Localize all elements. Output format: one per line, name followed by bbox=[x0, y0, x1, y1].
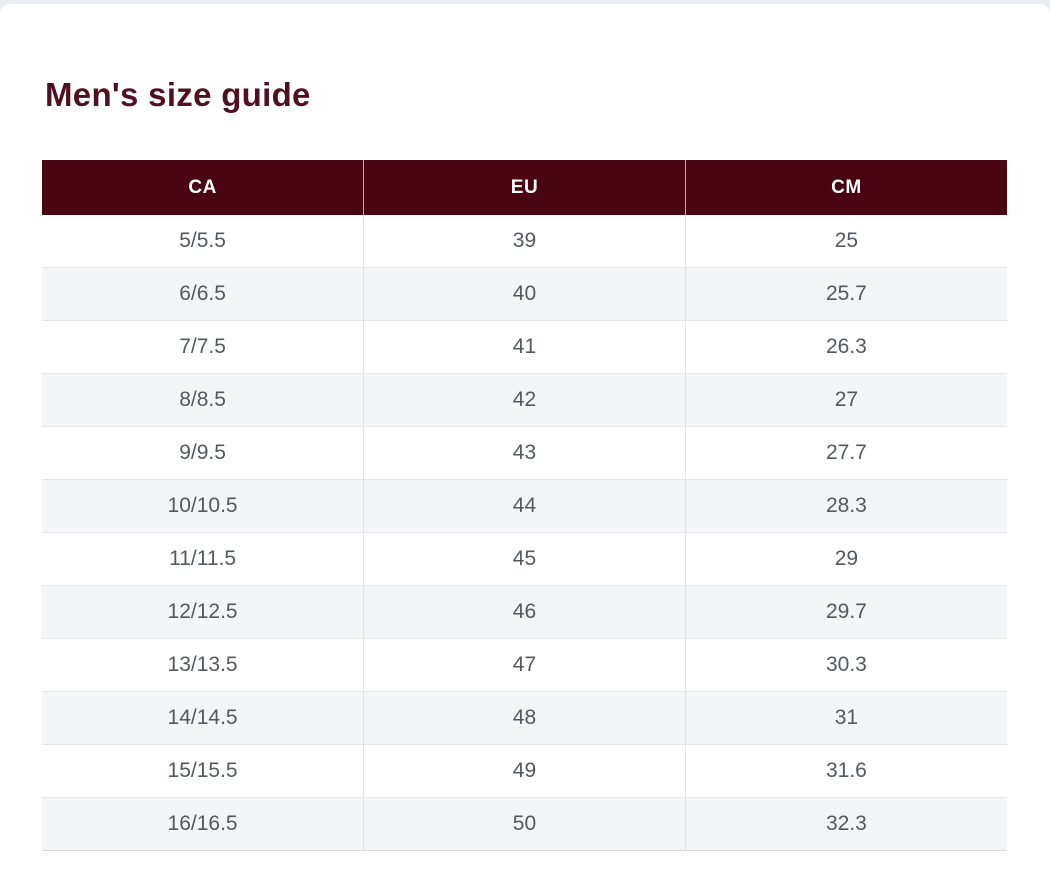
table-row: 10/10.5 44 28.3 bbox=[42, 479, 1007, 533]
table-cell: 27 bbox=[684, 373, 1007, 427]
column-header: CA bbox=[42, 160, 364, 215]
table-cell: 29 bbox=[684, 532, 1007, 586]
table-row: 5/5.5 39 25 bbox=[42, 215, 1007, 268]
table-cell: 31.6 bbox=[684, 744, 1007, 798]
size-guide-table: CA EU CM 5/5.5 39 25 6/6.5 40 25.7 7/7.5 41 26.3 8/… bbox=[42, 160, 1007, 851]
table-row: 11/11.5 45 29 bbox=[42, 532, 1007, 586]
table-cell: 44 bbox=[363, 479, 686, 533]
table-row: 14/14.5 48 31 bbox=[42, 691, 1007, 745]
size-guide-card: Men's size guide CA EU CM 5/5.5 39 25 6/6.5 40… bbox=[0, 4, 1050, 893]
table-cell: 5/5.5 bbox=[42, 215, 364, 268]
table-cell: 39 bbox=[363, 215, 686, 268]
column-header: EU bbox=[363, 160, 686, 215]
table-cell: 25 bbox=[684, 215, 1007, 268]
table-cell: 32.3 bbox=[684, 797, 1007, 851]
table-cell: 15/15.5 bbox=[42, 744, 364, 798]
table-cell: 12/12.5 bbox=[42, 585, 364, 639]
table-cell: 50 bbox=[363, 797, 686, 851]
table-cell: 41 bbox=[363, 320, 686, 374]
table-cell: 46 bbox=[363, 585, 686, 639]
table-cell: 10/10.5 bbox=[42, 479, 364, 533]
page-title: Men's size guide bbox=[45, 76, 311, 113]
table-cell: 40 bbox=[363, 267, 686, 321]
table-cell: 14/14.5 bbox=[42, 691, 364, 745]
table-row: 16/16.5 50 32.3 bbox=[42, 797, 1007, 851]
table-cell: 11/11.5 bbox=[42, 532, 364, 586]
table-row: 15/15.5 49 31.6 bbox=[42, 744, 1007, 798]
table-cell: 49 bbox=[363, 744, 686, 798]
table-cell: 9/9.5 bbox=[42, 426, 364, 480]
table-row: 6/6.5 40 25.7 bbox=[42, 267, 1007, 321]
table-cell: 29.7 bbox=[684, 585, 1007, 639]
table-cell: 25.7 bbox=[684, 267, 1007, 321]
table-cell: 13/13.5 bbox=[42, 638, 364, 692]
table-cell: 27.7 bbox=[684, 426, 1007, 480]
table-cell: 43 bbox=[363, 426, 686, 480]
table-cell: 6/6.5 bbox=[42, 267, 364, 321]
table-cell: 7/7.5 bbox=[42, 320, 364, 374]
table-header: CA EU CM bbox=[42, 160, 1007, 215]
table-row: 12/12.5 46 29.7 bbox=[42, 585, 1007, 639]
table-row: 13/13.5 47 30.3 bbox=[42, 638, 1007, 692]
table-header-row: CA EU CM bbox=[42, 160, 1007, 215]
table-cell: 28.3 bbox=[684, 479, 1007, 533]
table-cell: 30.3 bbox=[684, 638, 1007, 692]
table-cell: 8/8.5 bbox=[42, 373, 364, 427]
table-body: 5/5.5 39 25 6/6.5 40 25.7 7/7.5 41 26.3 8/8.5 42 27… bbox=[42, 215, 1007, 851]
column-header: CM bbox=[684, 160, 1007, 215]
table-cell: 47 bbox=[363, 638, 686, 692]
table-cell: 16/16.5 bbox=[42, 797, 364, 851]
table-cell: 45 bbox=[363, 532, 686, 586]
table-cell: 26.3 bbox=[684, 320, 1007, 374]
table-row: 8/8.5 42 27 bbox=[42, 373, 1007, 427]
table-row: 7/7.5 41 26.3 bbox=[42, 320, 1007, 374]
table-cell: 48 bbox=[363, 691, 686, 745]
table-cell: 31 bbox=[684, 691, 1007, 745]
table-cell: 42 bbox=[363, 373, 686, 427]
table-row: 9/9.5 43 27.7 bbox=[42, 426, 1007, 480]
